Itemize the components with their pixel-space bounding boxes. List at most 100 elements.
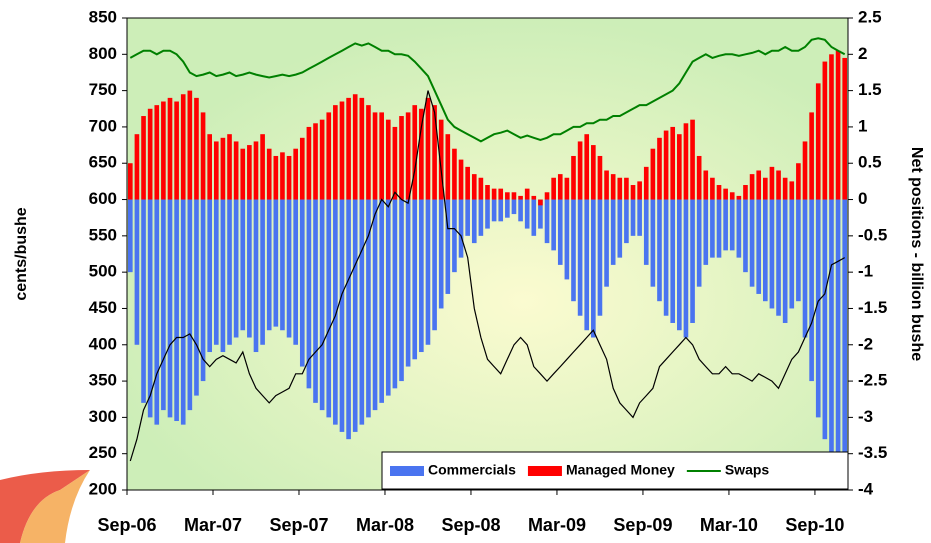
bar [683,123,689,200]
bar [333,199,338,425]
bar [637,181,642,200]
bar [346,97,351,200]
bar [518,199,523,222]
bar [782,177,788,200]
bar [690,119,695,200]
bar [538,199,543,206]
y2-tick-label: -2 [858,334,873,353]
bar [366,199,371,418]
bar [802,141,808,200]
y-tick-label: 600 [89,189,117,208]
bar [134,199,140,345]
legend-label: Commercials [428,462,516,478]
bar [293,199,298,345]
bar [339,101,345,200]
bar [584,199,590,331]
bar [266,148,272,200]
bar [617,199,623,258]
bar [286,199,292,338]
bar [743,199,748,273]
bar [180,94,186,200]
bar [478,177,484,200]
bar [577,141,583,200]
bar [161,199,166,411]
bar [200,112,206,200]
bar [260,199,265,345]
bar [379,112,384,200]
bar [280,152,285,200]
bar [227,199,232,345]
bar [167,97,173,200]
bar [551,177,556,200]
bar [789,199,795,309]
bar [842,57,848,200]
y2-tick-label: 2 [858,44,867,63]
bar [485,185,490,200]
bar [141,116,146,200]
bar [531,195,537,200]
bar [306,126,312,200]
bar [743,185,748,200]
x-tick-label: Mar-10 [700,515,758,535]
legend-label: Managed Money [566,462,675,478]
bar [399,199,404,382]
y-tick-label: 750 [89,80,117,99]
bar [505,192,510,200]
bar [207,199,212,353]
bar [557,174,563,200]
bar [445,134,451,200]
bar [419,108,424,200]
y-tick-label: 450 [89,298,117,317]
line [129,90,845,462]
y2-axis-label: Net positions - billion bushe [908,147,925,361]
legend-label: Swaps [725,462,770,478]
bar [141,199,146,403]
y-tick-label: 650 [89,153,117,172]
bar [240,148,246,200]
y-tick-label: 500 [89,262,117,281]
legend-swatch [390,466,424,476]
bar [815,83,821,200]
bar [385,199,391,396]
bar [604,170,609,200]
bar [207,134,212,200]
bar [498,188,504,200]
bar [392,126,398,200]
bar [452,199,457,273]
bar [220,137,226,200]
bar [822,199,828,440]
bar [531,199,537,236]
bar [564,199,570,280]
bar [227,134,232,200]
bar [663,199,669,316]
bar [458,199,464,258]
bar [835,199,841,461]
bar [729,199,735,251]
bar [458,159,464,200]
bar [657,137,662,200]
bar [273,199,279,327]
legend-box [381,451,849,490]
bar [405,199,411,367]
bar [716,185,722,200]
x-tick-label: Mar-07 [184,515,242,535]
x-tick-label: Sep-06 [97,515,156,535]
bar [677,134,682,200]
bar [167,199,173,418]
bar [213,141,219,200]
bar [842,199,848,454]
bar [551,199,556,251]
bar [319,119,325,200]
bar [399,116,404,200]
bar [392,199,398,389]
bar [419,199,424,353]
bar [763,177,768,200]
bar [465,166,470,200]
bar [372,199,378,411]
bar [293,148,298,200]
bar [452,148,457,200]
bar [247,199,252,338]
bar [194,97,199,200]
bar [412,105,418,200]
bar [577,199,583,316]
